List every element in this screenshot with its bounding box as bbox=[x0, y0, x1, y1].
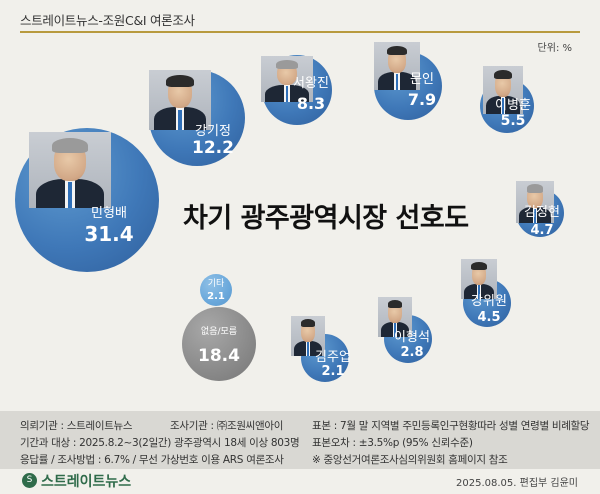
footer-note: ※ 중앙선거여론조사심의위원회 홈페이지 참조 bbox=[312, 454, 508, 466]
tie-shape bbox=[307, 342, 309, 356]
hair-shape bbox=[387, 300, 403, 309]
tie-shape bbox=[478, 285, 480, 299]
bubble-value-label: 4.5 bbox=[477, 309, 501, 325]
bubble-value-label: 5.5 bbox=[500, 113, 526, 129]
bubble-label-name: 이병훈 bbox=[495, 98, 531, 113]
bubble-label-name: 서왕진 bbox=[293, 76, 329, 91]
header: 스트레이트뉴스-조원C&I 여론조사 bbox=[0, 0, 600, 40]
bubble-label-name: 없음/모름 bbox=[200, 327, 238, 337]
brand-logo-text: 스트레이트뉴스 bbox=[41, 474, 132, 490]
hair-shape bbox=[386, 45, 408, 56]
tie-shape bbox=[67, 182, 73, 208]
bubble-없음/모름 bbox=[182, 307, 256, 381]
bubble-label-name: 김주업 bbox=[315, 350, 351, 365]
bubble-value-label: 2.1 bbox=[321, 363, 345, 379]
footer-sample: 표본 : 7월 말 지역별 주민등록인구현황따라 성별 연령별 비례할당 bbox=[312, 420, 590, 432]
candidate-photo bbox=[374, 42, 420, 90]
bubble-label-name: 이형석 bbox=[394, 330, 430, 345]
credit-line: 2025.08.05. 편집부 김윤미 bbox=[456, 478, 578, 489]
candidate-photo bbox=[261, 56, 313, 102]
bubble-label-name: 김정현 bbox=[524, 205, 560, 220]
header-rule bbox=[20, 31, 580, 33]
candidate-photo bbox=[483, 66, 523, 114]
tie-shape bbox=[394, 323, 396, 337]
unit-label: 단위: % bbox=[537, 43, 572, 54]
hair-shape bbox=[471, 262, 487, 271]
tie-shape bbox=[502, 97, 504, 114]
candidate-photo bbox=[378, 297, 412, 337]
bubble-value-label: 12.2 bbox=[192, 137, 234, 158]
tie-shape bbox=[395, 73, 399, 90]
brand-bar bbox=[0, 469, 600, 494]
tie-shape bbox=[178, 109, 182, 130]
bubble-value-label: 8.3 bbox=[296, 94, 326, 113]
candidate-photo bbox=[516, 181, 554, 223]
candidate-photo bbox=[291, 316, 325, 356]
hair-shape bbox=[275, 59, 299, 69]
footer-info: 의뢰기관 : 스트레이트뉴스 조사기관 : ㈜조원씨앤아이 기간과 대상 : 2… bbox=[0, 411, 600, 469]
tie-shape bbox=[285, 86, 289, 102]
candidate-photo bbox=[29, 132, 111, 208]
footer-client: 의뢰기관 : 스트레이트뉴스 bbox=[20, 420, 133, 432]
bubble-value-label: 4.7 bbox=[530, 222, 554, 238]
bubble-label-name: 문인 bbox=[410, 72, 434, 87]
tie-shape bbox=[534, 208, 536, 223]
hair-shape bbox=[526, 184, 544, 193]
brand-logo-icon: S bbox=[22, 473, 37, 488]
footer-period: 기간과 대상 : 2025.8.2~3(2일간) 광주광역시 18세 이상 80… bbox=[20, 437, 300, 449]
bubble-label-name: 강위원 bbox=[471, 294, 507, 309]
bubble-기타 bbox=[200, 274, 232, 306]
bubble-label-name: 기타 bbox=[207, 279, 225, 289]
hair-shape bbox=[166, 74, 194, 87]
footer-surveyor: 조사기관 : ㈜조원씨앤아이 bbox=[170, 420, 284, 432]
bubble-label-name: 민형배 bbox=[91, 206, 127, 221]
bubble-value-label: 2.8 bbox=[400, 344, 424, 360]
hair-shape bbox=[300, 319, 316, 328]
candidate-photo bbox=[149, 70, 211, 130]
footer-method: 응답률 / 조사방법 : 6.7% / 무선 가상번호 이용 ARS 여론조사 bbox=[20, 454, 284, 466]
hair-shape bbox=[51, 138, 89, 154]
hair-shape bbox=[494, 69, 512, 80]
outlet-line: 스트레이트뉴스-조원C&I 여론조사 bbox=[20, 13, 195, 28]
footer-error: 표본오차 : ±3.5%p (95% 신뢰수준) bbox=[312, 437, 473, 449]
candidate-photo bbox=[461, 259, 497, 299]
bubble-value-label: 7.9 bbox=[407, 90, 437, 109]
bubble-value-label: 31.4 bbox=[84, 222, 134, 246]
bubble-value-label: 2.1 bbox=[207, 291, 225, 302]
chart-title: 차기 광주광역시장 선호도 bbox=[183, 203, 469, 234]
bubble-value-label: 18.4 bbox=[198, 345, 240, 366]
bubble-label-name: 강기정 bbox=[195, 124, 231, 139]
